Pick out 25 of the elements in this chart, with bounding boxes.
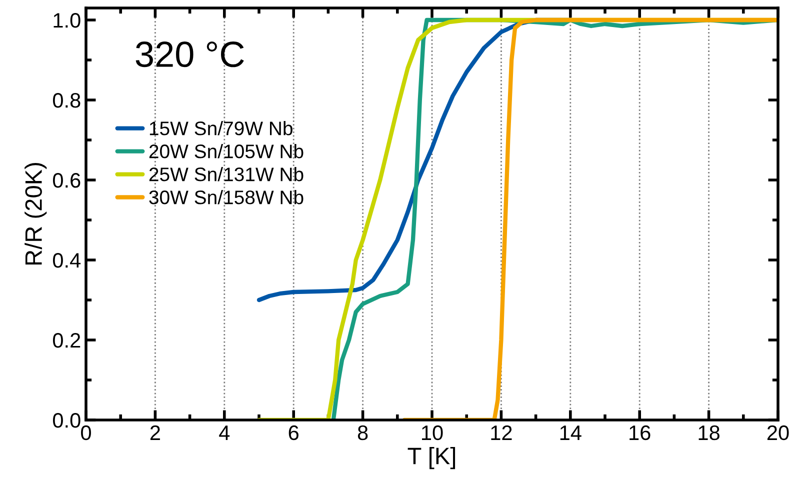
y-tick-label: 0.2: [52, 333, 80, 348]
line-series: [402, 18, 778, 420]
annotation: 320 °C: [136, 42, 244, 68]
x-tick-label: 0: [81, 425, 91, 440]
x-tick-label: 16: [630, 425, 650, 440]
x-tick-label: 10: [422, 425, 443, 440]
x-tick-label: 6: [288, 425, 298, 440]
x-tick-label: 8: [358, 425, 368, 440]
y-tick-label: 0.4: [52, 253, 81, 268]
x-axis-title: T [K]: [408, 447, 456, 470]
y-axis-title: R/R (20K): [24, 162, 47, 265]
y-tick-label: 0.8: [52, 93, 80, 108]
y-tick-label: 1.0: [54, 13, 80, 28]
x-tick-label: 14: [560, 426, 582, 440]
legend-label: 20W Sn/105W Nb: [149, 144, 304, 158]
x-tick-label: 2: [150, 425, 160, 440]
x-tick-label: 4: [219, 426, 230, 440]
legend-label: 30W Sn/158W Nb: [149, 190, 304, 204]
y-tick-label: 0.6: [52, 173, 80, 188]
x-tick-label: 18: [698, 425, 720, 440]
x-tick-label: 20: [767, 425, 789, 440]
legend-label: 15W Sn/79W Nb: [150, 121, 292, 136]
legend-label: 25W Sn/131W Nb: [149, 166, 304, 182]
x-tick-label: 12: [491, 425, 512, 440]
y-tick-label: 0.0: [52, 413, 80, 428]
